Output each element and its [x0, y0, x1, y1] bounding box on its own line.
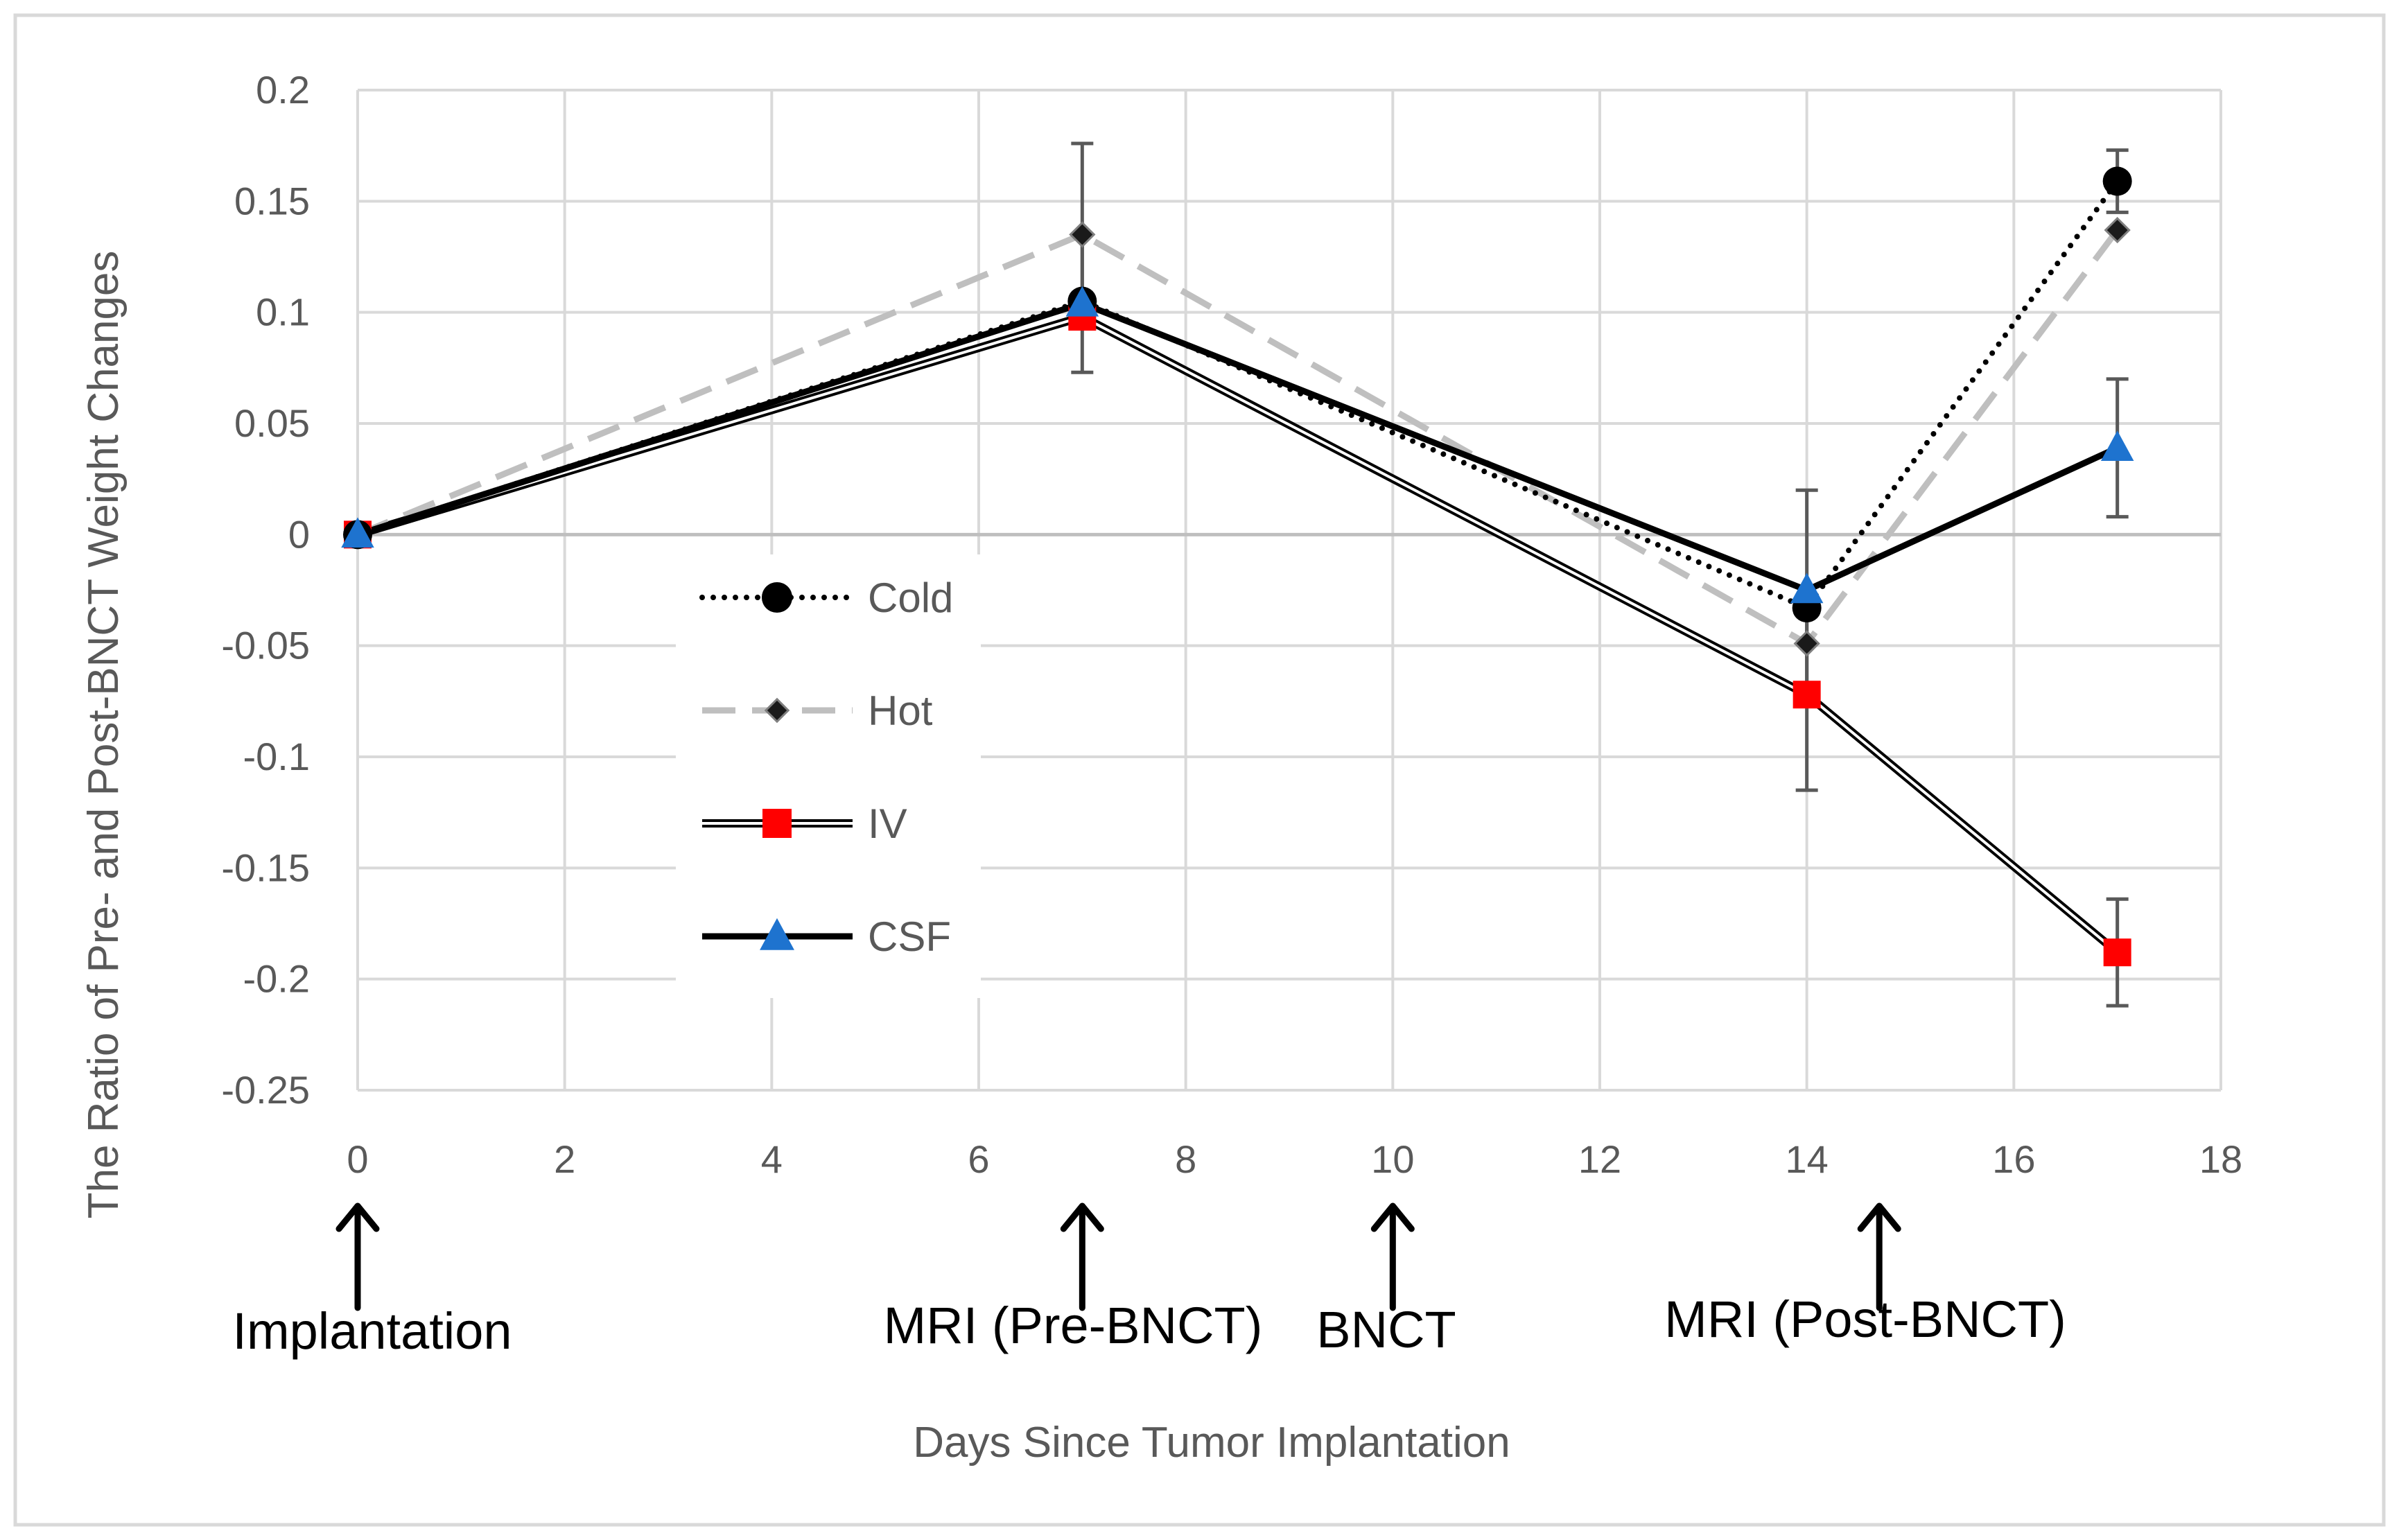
legend-cold-label: Cold [868, 575, 953, 621]
iv-series-line-inner [357, 315, 2118, 954]
legend-cold-marker [761, 581, 793, 613]
hot-data-point [2104, 216, 2131, 244]
x-tick-label: 12 [1578, 1137, 1621, 1181]
legend-iv-marker [762, 809, 792, 838]
x-tick-label: 6 [968, 1137, 989, 1181]
x-tick-label: 14 [1786, 1137, 1829, 1181]
y-tick-label: 0.15 [234, 179, 310, 222]
gridlines [356, 89, 2222, 1092]
chart-border [13, 13, 2386, 1527]
csf-data-point [2100, 430, 2134, 462]
legend-background [676, 554, 981, 998]
tick-labels: 0.2 0.15 0.1 0.05 0 -0.05 -0.1 -0.15 -0.2 -0.25 0 2… [221, 68, 2242, 1181]
x-tick-label: 10 [1371, 1137, 1414, 1181]
arrow-head [1370, 1202, 1415, 1232]
y-axis-title: The Ratio of Pre- and Post-BNCT Weight C… [80, 251, 128, 1219]
legend-hot-marker [764, 697, 790, 724]
annotation-label: BNCT [1316, 1301, 1456, 1358]
annotation-label: Implantation [232, 1302, 512, 1360]
y-tick-label: 0.1 [256, 290, 310, 334]
x-tick-label: 0 [347, 1137, 368, 1181]
x-tick-label: 2 [554, 1137, 575, 1181]
hot-data-point [1793, 630, 1820, 657]
x-tick-label: 4 [761, 1137, 783, 1181]
y-tick-label: -0.1 [243, 735, 311, 778]
csf-series-line [356, 300, 2119, 593]
iv-series-line [356, 313, 2120, 956]
annotations: Implantation MRI (Pre-BNCT) BNCT MRI (Post-… [232, 1202, 2066, 1360]
annotation-label: MRI (Pre-BNCT) [884, 1297, 1263, 1354]
x-axis-title: Days Since Tumor Implantation [913, 1419, 1510, 1467]
annotation-arrow [1857, 1202, 1901, 1311]
y-tick-label: 0.2 [256, 68, 310, 112]
arrow-head [335, 1202, 380, 1232]
x-tick-label: 18 [2199, 1137, 2242, 1181]
series-layer [341, 141, 2134, 1008]
y-tick-label: -0.2 [243, 957, 311, 1001]
legend-hot-label: Hot [868, 688, 933, 734]
y-tick-label: 0 [288, 512, 310, 556]
annotation-arrow [1370, 1202, 1415, 1311]
annotation-label: MRI (Post-BNCT) [1664, 1290, 2066, 1348]
legend: Cold Hot IV CSF [676, 554, 981, 998]
cold-series-line [355, 178, 2120, 611]
hot-series-line [356, 228, 2120, 647]
y-tick-label: -0.15 [221, 846, 310, 889]
arrow-head [1060, 1202, 1104, 1232]
annotation-arrow [335, 1202, 380, 1311]
legend-iv-label: IV [868, 800, 907, 847]
arrow-head [1857, 1202, 1901, 1232]
x-tick-label: 8 [1175, 1137, 1196, 1181]
hot-data-point [1069, 221, 1096, 248]
cold-data-point [2102, 166, 2132, 196]
csf-data-point [341, 517, 374, 548]
csf-data-point [1790, 572, 1824, 604]
y-tick-label: -0.05 [221, 624, 310, 667]
legend-csf-label: CSF [868, 913, 951, 960]
iv-data-point [1792, 681, 1821, 709]
iv-data-point [2103, 938, 2131, 967]
y-tick-label: -0.25 [221, 1068, 310, 1112]
csf-data-point [1065, 286, 1099, 317]
x-tick-label: 16 [1992, 1137, 2035, 1181]
y-tick-label: 0.05 [234, 401, 310, 445]
annotation-arrow [1060, 1202, 1104, 1311]
legend-csf-marker [760, 918, 794, 950]
